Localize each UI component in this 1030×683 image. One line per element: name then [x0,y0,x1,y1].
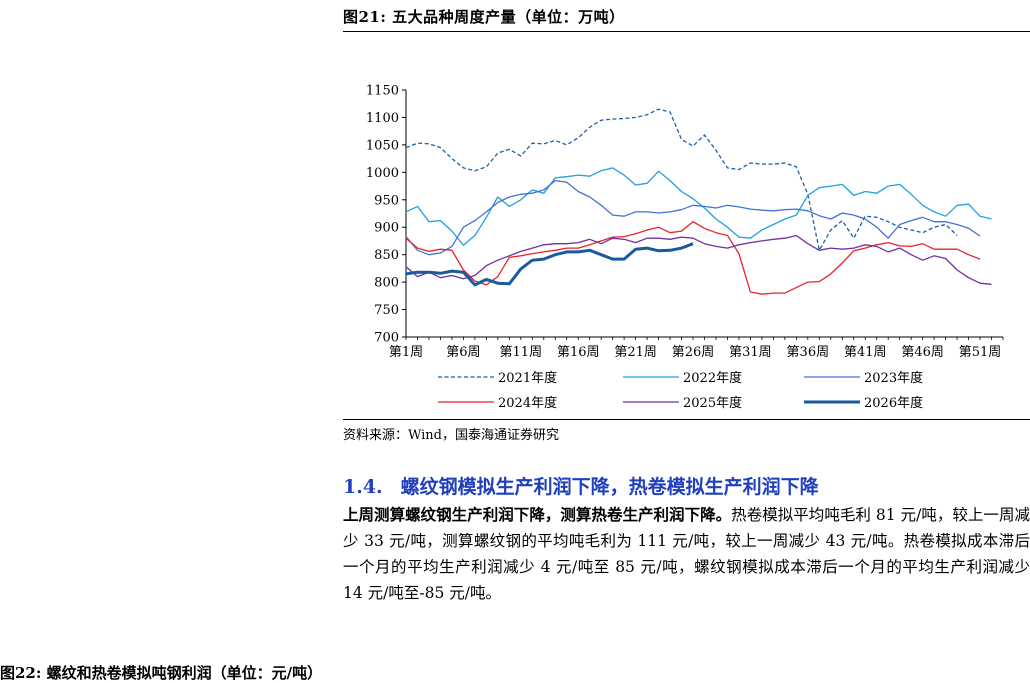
line-chart: 700 750 800 850 900 950 1000 1050 1100 1150 第1周 第6… [366,84,1004,411]
legend-label: 2026年度 [864,395,923,411]
legend-label: 2024年度 [498,395,557,411]
y-tick-label: 1100 [366,111,399,126]
x-tick-label: 第31周 [729,345,772,360]
y-tick-label: 950 [374,193,399,208]
figure-title: 图21: 五大品种周度产量（单位：万吨） [343,6,1030,32]
section-paragraph: 上周测算螺纹钢生产利润下降，测算热卷生产利润下降。热卷模拟平均吨毛利 81 元/… [343,502,1030,606]
x-tick-label: 第41周 [844,345,887,360]
y-axis: 700 750 800 850 900 950 1000 1050 1100 1150 [366,84,407,346]
section-heading: 1.4. 螺纹钢模拟生产利润下降，热卷模拟生产利润下降 [343,472,819,499]
x-tick-label: 第51周 [959,345,1002,360]
series-line-2025年度 [405,234,992,285]
series-line-2026年度 [405,242,694,287]
x-tick-label: 第46周 [901,345,944,360]
paragraph-lead: 上周测算螺纹钢生产利润下降，测算热卷生产利润下降。 [343,505,732,524]
y-tick-label: 900 [374,221,399,236]
y-tick-label: 800 [374,276,399,291]
paragraph-body: 热卷模拟平均吨毛利 81 元/吨，较上一周减少 33 元/吨，测算螺纹钢的平均吨… [343,506,1030,602]
x-axis: 第1周 第6周 第11周 第16周 第21周 第26周 第31周 第36周 第41周 第46周 第5… [389,336,1004,360]
y-tick-label: 750 [374,303,399,318]
series-line-2023年度 [405,179,981,256]
x-tick-label: 第1周 [389,345,423,360]
legend-label: 2023年度 [864,370,923,386]
next-figure-title: 图22: 螺纹和热卷模拟吨钢利润（单位：元/吨） [0,664,323,682]
x-tick-label: 第26周 [672,345,715,360]
legend-label: 2025年度 [683,395,742,411]
series-lines [405,108,992,295]
chart-legend: 2021年度 2022年度 2023年度 2024年度 2025年度 2026年度 [438,370,923,411]
y-tick-label: 700 [374,331,399,346]
series-line-2022年度 [405,167,992,246]
y-tick-label: 850 [374,248,399,263]
legend-label: 2022年度 [683,370,742,386]
x-tick-label: 第16周 [557,345,600,360]
y-tick-label: 1050 [366,138,399,153]
figure-source: 资料来源：Wind，国泰海通证券研究 [343,419,1030,443]
series-line-2021年度 [405,108,958,251]
section-number: 1.4. [343,476,383,498]
x-tick-label: 第6周 [446,345,480,360]
legend-label: 2021年度 [498,370,557,386]
y-tick-label: 1000 [366,166,399,181]
y-tick-label: 1150 [366,84,399,99]
section-title: 螺纹钢模拟生产利润下降，热卷模拟生产利润下降 [400,476,819,498]
series-line-2024年度 [405,221,981,295]
x-tick-label: 第36周 [787,345,830,360]
x-tick-label: 第11周 [500,345,543,360]
x-tick-label: 第21周 [614,345,657,360]
